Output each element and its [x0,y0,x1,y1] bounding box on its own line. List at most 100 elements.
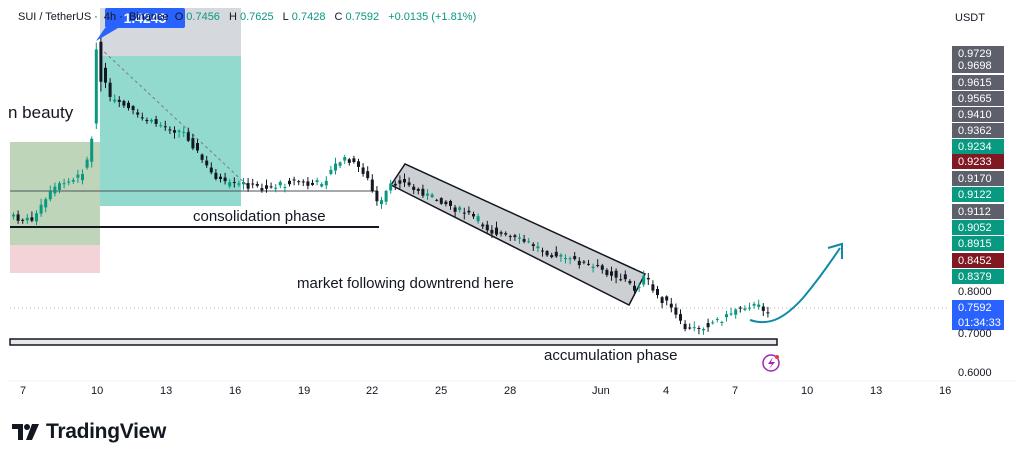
candle-body [39,204,43,214]
candle-body [90,138,94,162]
candle-body [76,174,80,178]
peak-price-label: 1.4243 [124,10,167,26]
candle-body [338,162,342,166]
price-axis-label: 0.9729 [958,48,992,60]
candle-body [504,233,508,235]
candle-body [163,126,167,128]
candle-body [550,255,554,258]
price-change: +0.0135 (+1.81%) [388,11,477,23]
price-badge [952,220,1004,235]
downtrend-channel[interactable] [389,163,647,307]
candle-body [761,306,765,311]
candle-body [274,187,278,189]
candle-body [117,99,121,102]
candle-body [21,219,25,221]
candle-body [122,100,126,106]
time-axis-label: 4 [663,385,669,397]
candle-body [416,188,420,191]
chart-area[interactable]: 1.4243 n beauty consolidation phase mark… [8,8,1016,403]
candle-body [669,303,673,308]
candle-body [389,183,393,191]
candle-body [766,312,770,314]
candle-body [596,265,600,267]
candle-body [370,179,374,192]
candle-body [449,200,452,206]
time-axis-label: 16 [229,385,241,397]
lightning-alert-icon[interactable] [762,354,780,372]
candle-body [182,131,186,133]
candle-body [265,185,268,189]
candle-body [752,303,756,306]
candle-body [297,181,301,183]
peak-trendline [99,47,249,187]
price-chart[interactable]: 1.4243 n beauty consolidation phase mark… [8,8,1016,403]
candle-body [306,181,310,186]
candle-body [651,284,655,291]
time-axis-label: 16 [939,385,951,397]
time-axis[interactable]: 7 10 13 16 19 22 25 28 Jun 4 7 10 13 16 [20,385,951,397]
currency-unit-label[interactable]: USDT [955,12,985,24]
candle-body [384,190,388,202]
candle-body [278,181,282,186]
interval-label[interactable]: 4h [103,11,117,23]
candle-body [646,277,650,280]
candle-body [665,296,669,301]
candle-body [711,322,715,324]
candle-body [757,304,761,307]
candle-body [734,309,738,315]
candle-body [642,275,646,285]
candle-body [656,288,659,296]
candle-body [536,246,540,249]
candle-body [205,160,209,166]
candle-body [435,199,439,201]
candle-body [131,106,135,111]
candle-body [702,328,705,331]
tradingview-brand[interactable]: TradingView [12,420,166,444]
candle-body [462,212,466,214]
time-axis-label: 13 [160,385,172,397]
symbol-name[interactable]: SUI / TetherUS [18,11,92,23]
price-axis-label: 0.9234 [958,141,992,153]
candle-body [518,237,521,239]
candle-body [426,193,429,196]
bar-countdown-label: 01:34:33 [958,317,1001,329]
candle-body [715,319,719,321]
time-axis-label: 13 [870,385,882,397]
candle-body [683,323,687,330]
candle-body [439,198,443,204]
candle-body [531,244,535,247]
candle-body [545,251,549,256]
accumulation-support-bar[interactable] [9,338,778,346]
candle-body [81,174,84,181]
candle-body [490,229,494,234]
price-axis-label: 0.8452 [958,255,992,267]
candle-body [688,327,692,329]
candle-body [660,297,664,304]
candle-body [398,180,402,184]
price-axis-label: 0.9565 [958,93,992,105]
candle-body [407,182,411,186]
candle-body [380,200,383,205]
candle-body [104,67,107,83]
candle-body [48,191,52,200]
time-axis-label: 25 [435,385,447,397]
price-axis-label: 0.9615 [958,77,992,89]
exchange-label: Binance [128,11,169,23]
candle-body [35,213,38,222]
candle-body [150,119,153,122]
candle-body [527,241,531,243]
time-axis-label: 19 [298,385,310,397]
candle-body [145,119,149,122]
projection-arrow[interactable] [749,247,841,324]
candle-body [591,266,595,269]
price-axis-label: 0.7000 [958,328,992,340]
candle-body [53,186,57,194]
target-zone [100,56,241,206]
candle-body [219,176,222,179]
candle-body [559,254,563,257]
candle-body [412,186,416,190]
candle-body [223,177,227,182]
candle-body [587,263,590,265]
candle-body [67,181,71,183]
